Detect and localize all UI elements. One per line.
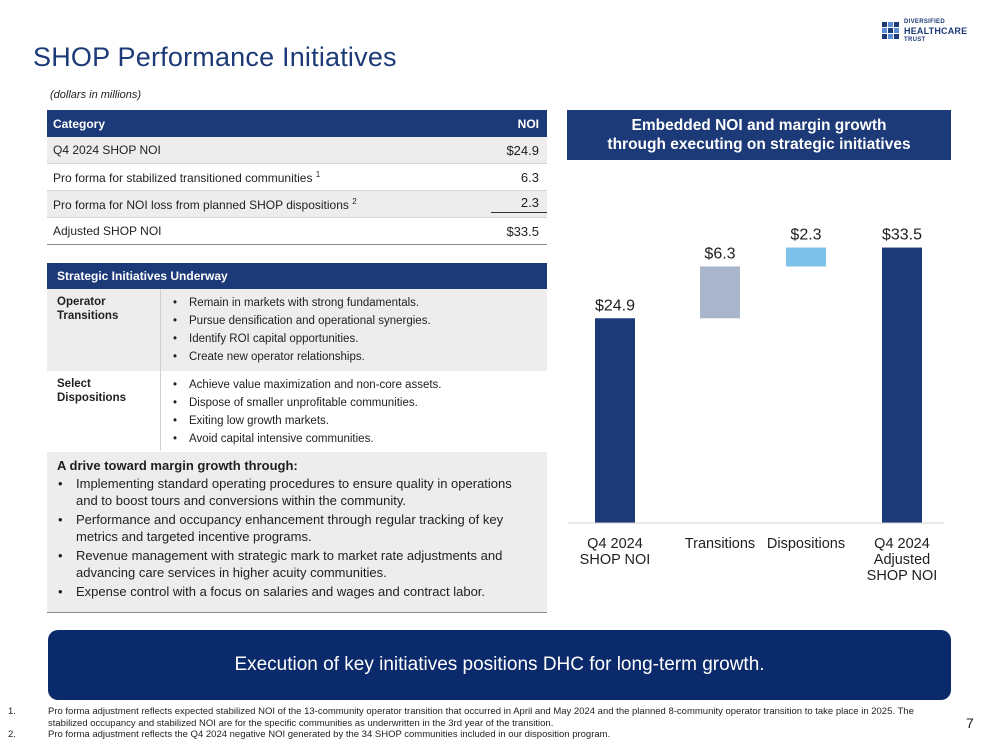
- list-item: Expense control with a focus on salaries…: [57, 584, 537, 601]
- margin-growth-box: A drive toward margin growth through: Im…: [47, 452, 547, 613]
- data-label-3: $33.5: [882, 227, 922, 244]
- table-row: Pro forma for NOI loss from planned SHOP…: [47, 191, 547, 218]
- company-logo: DIVERSIFIED HEALTHCARE TRUST: [882, 19, 977, 45]
- footnote: 1. Pro forma adjustment reflects expecte…: [8, 706, 914, 729]
- list-item: Revenue management with strategic mark t…: [57, 548, 537, 581]
- list-item: Avoid capital intensive communities.: [173, 430, 442, 448]
- chart-title: Embedded NOI and margin growth through e…: [567, 110, 951, 160]
- footnotes: 1. Pro forma adjustment reflects expecte…: [8, 706, 938, 741]
- category-label-3: SHOP NOI: [867, 568, 938, 584]
- noi-table-header: Category NOI: [47, 110, 547, 137]
- list-item: Pursue densification and operational syn…: [173, 312, 431, 330]
- list-item: Implementing standard operating procedur…: [57, 476, 537, 509]
- category-label-0: Q4 2024: [587, 536, 643, 552]
- table-row-total: Adjusted SHOP NOI $33.5: [47, 218, 547, 245]
- list-item: Performance and occupancy enhancement th…: [57, 512, 537, 545]
- data-label-1: $6.3: [704, 245, 735, 262]
- footnote-ref: 1: [315, 169, 321, 179]
- row-label: Pro forma for NOI loss from planned SHOP…: [53, 196, 357, 212]
- category-label-0: SHOP NOI: [580, 552, 651, 568]
- page-title: SHOP Performance Initiatives: [33, 42, 397, 72]
- row-label: Q4 2024 SHOP NOI: [53, 143, 161, 157]
- table-row: Pro forma for stabilized transitioned co…: [47, 164, 547, 191]
- category-label-2: Dispositions: [767, 536, 845, 552]
- page-number: 7: [966, 715, 974, 731]
- margin-growth-title: A drive toward margin growth through:: [57, 458, 298, 473]
- row-label: Adjusted SHOP NOI: [53, 224, 162, 238]
- bar-2: [786, 247, 826, 267]
- table-row: Q4 2024 SHOP NOI $24.9: [47, 137, 547, 164]
- bullet-list: Achieve value maximization and non-core …: [161, 371, 442, 451]
- footnote: 2. Pro forma adjustment reflects the Q4 …: [8, 729, 611, 740]
- category-label-1: Transitions: [685, 536, 755, 552]
- list-item: Remain in markets with strong fundamenta…: [173, 294, 431, 312]
- row-label: Select Dispositions: [47, 371, 161, 451]
- strategic-initiatives-table: Strategic Initiatives Underway Operator …: [47, 263, 547, 451]
- list-item: Create new operator relationships.: [173, 348, 431, 366]
- footnote-ref: 2: [352, 196, 357, 206]
- logo-text-3: TRUST: [904, 37, 926, 43]
- row-label: Pro forma for stabilized transitioned co…: [53, 169, 321, 185]
- category-label-3: Adjusted: [874, 552, 930, 568]
- bar-3: [882, 247, 922, 524]
- strategic-row-operator-transitions: Operator Transitions Remain in markets w…: [47, 289, 547, 371]
- data-label-2: $2.3: [790, 227, 821, 244]
- logo-text-1: DIVERSIFIED: [904, 19, 945, 25]
- bar-1: [700, 266, 740, 319]
- strategic-row-select-dispositions: Select Dispositions Achieve value maximi…: [47, 371, 547, 451]
- bar-0: [595, 318, 635, 523]
- conclusion-banner: Execution of key initiatives positions D…: [48, 630, 951, 700]
- logo-mark-icon: [882, 22, 899, 39]
- row-value: $24.9: [506, 142, 539, 158]
- list-item: Achieve value maximization and non-core …: [173, 376, 442, 394]
- bullet-list: Remain in markets with strong fundamenta…: [161, 289, 431, 371]
- list-item: Dispose of smaller unprofitable communit…: [173, 394, 442, 412]
- list-item: Exiting low growth markets.: [173, 412, 442, 430]
- list-item: Identify ROI capital opportunities.: [173, 330, 431, 348]
- strategic-header: Strategic Initiatives Underway: [47, 263, 547, 289]
- col-category: Category: [53, 116, 106, 131]
- row-value: 2.3: [491, 195, 547, 213]
- row-value: 6.3: [520, 169, 539, 185]
- row-value: $33.5: [506, 223, 539, 239]
- category-label-3: Q4 2024: [874, 536, 930, 552]
- bullet-list: Implementing standard operating procedur…: [57, 476, 537, 601]
- row-label: Operator Transitions: [47, 289, 161, 371]
- units-note: (dollars in millions): [50, 89, 142, 101]
- logo-text-2: HEALTHCARE: [904, 26, 968, 36]
- noi-table: Category NOI Q4 2024 SHOP NOI $24.9 Pro …: [47, 110, 547, 245]
- data-label-0: $24.9: [595, 297, 635, 314]
- col-noi: NOI: [517, 116, 539, 131]
